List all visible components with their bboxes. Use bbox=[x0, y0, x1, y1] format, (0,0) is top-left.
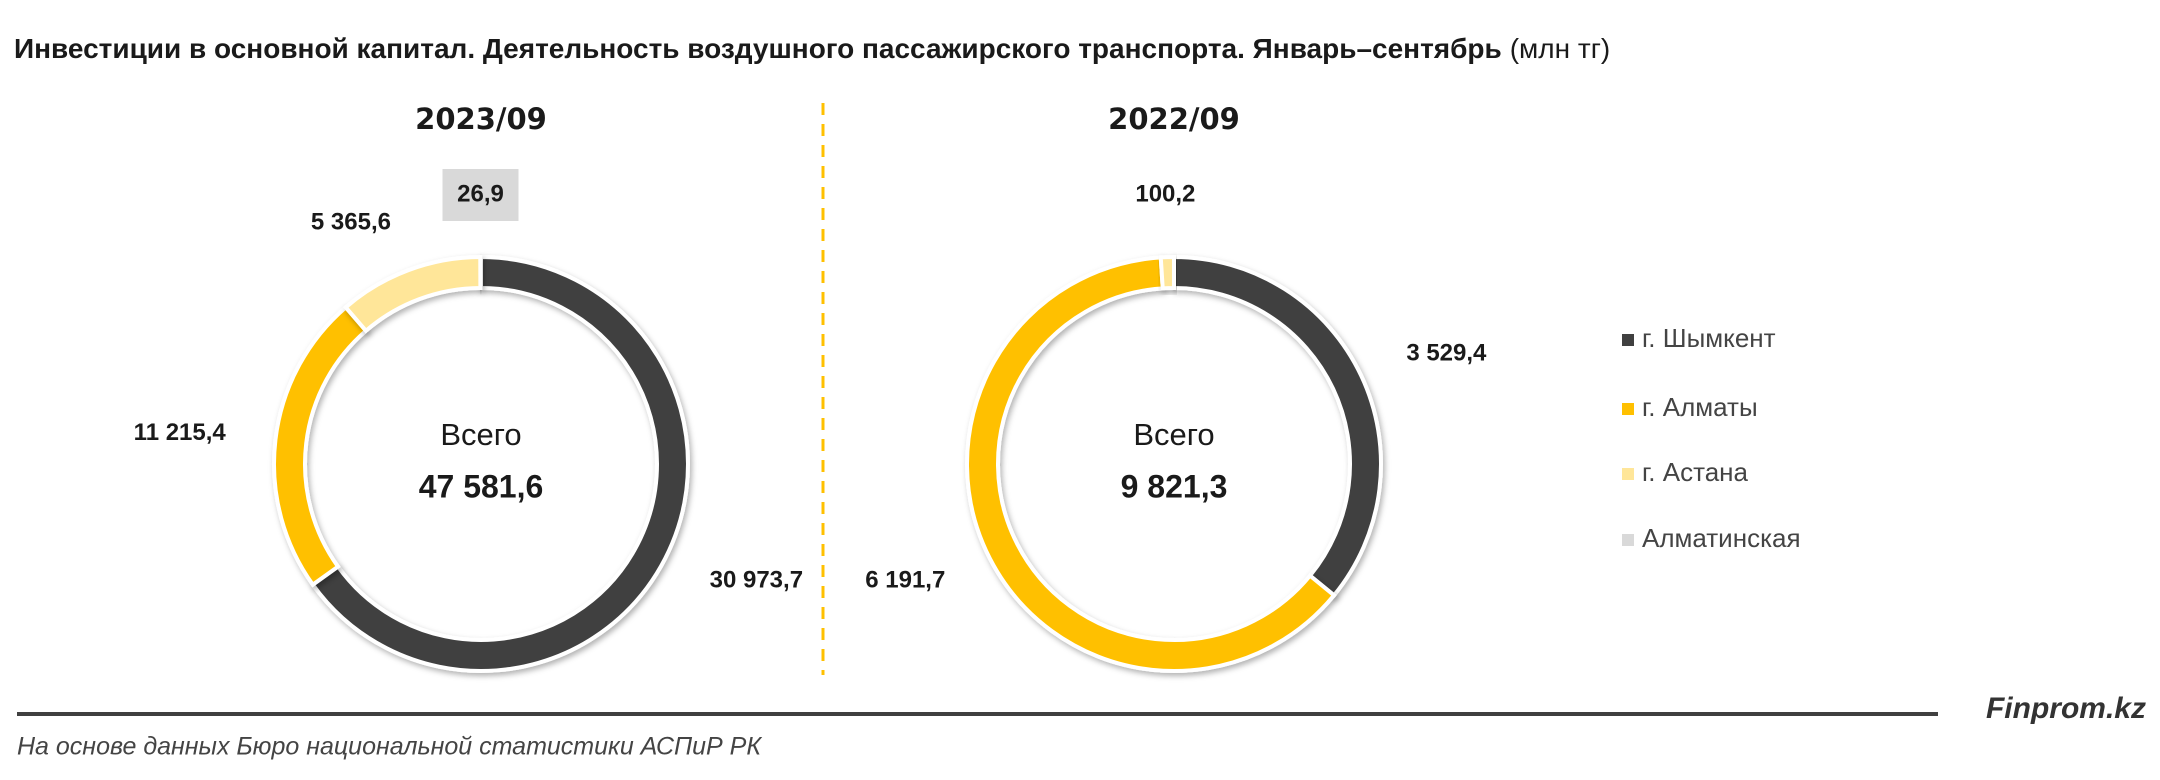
donut-slice bbox=[342, 254, 483, 334]
data-label: 30 973,7 bbox=[710, 567, 803, 594]
center-total: 9 821,3 bbox=[1121, 468, 1228, 504]
center-total: 47 581,6 bbox=[419, 468, 544, 504]
data-label: 5 365,6 bbox=[311, 209, 391, 236]
label-box bbox=[442, 169, 519, 222]
donut-slice bbox=[272, 304, 369, 588]
pie-title: 2022/09 bbox=[1108, 102, 1240, 136]
legend-label: Алматинская bbox=[1642, 523, 1801, 553]
donut-slice bbox=[478, 254, 483, 291]
legend-marker bbox=[1622, 334, 1634, 346]
legend-marker bbox=[1622, 403, 1634, 415]
legend-marker bbox=[1622, 468, 1634, 480]
center-label: Всего bbox=[440, 417, 521, 452]
title-unit: (млн тг) bbox=[1510, 33, 1611, 64]
pie-title: 2023/09 bbox=[415, 102, 547, 136]
legend-marker bbox=[1622, 534, 1634, 546]
legend-label: г. Алматы bbox=[1642, 392, 1758, 422]
brand: Finprom.kz bbox=[1986, 692, 2146, 725]
data-label: 100,2 bbox=[1135, 180, 1195, 207]
legend-label: г. Астана bbox=[1642, 457, 1749, 487]
donut-slice bbox=[965, 255, 1337, 673]
data-label: 11 215,4 bbox=[134, 419, 227, 446]
donut-slice bbox=[1158, 254, 1176, 291]
source: На основе данных Бюро национальной стати… bbox=[17, 733, 762, 761]
data-label: 6 191,7 bbox=[865, 567, 945, 594]
center-label: Всего bbox=[1133, 417, 1214, 452]
title: Инвестиции в основной капитал. Деятельно… bbox=[14, 33, 1610, 64]
data-label: 26,9 bbox=[457, 180, 504, 207]
data-label: 3 529,4 bbox=[1406, 339, 1487, 366]
donut-slice bbox=[310, 254, 690, 673]
title-text: Инвестиции в основной капитал. Деятельно… bbox=[14, 33, 1502, 64]
legend-label: г. Шымкент bbox=[1642, 323, 1776, 353]
